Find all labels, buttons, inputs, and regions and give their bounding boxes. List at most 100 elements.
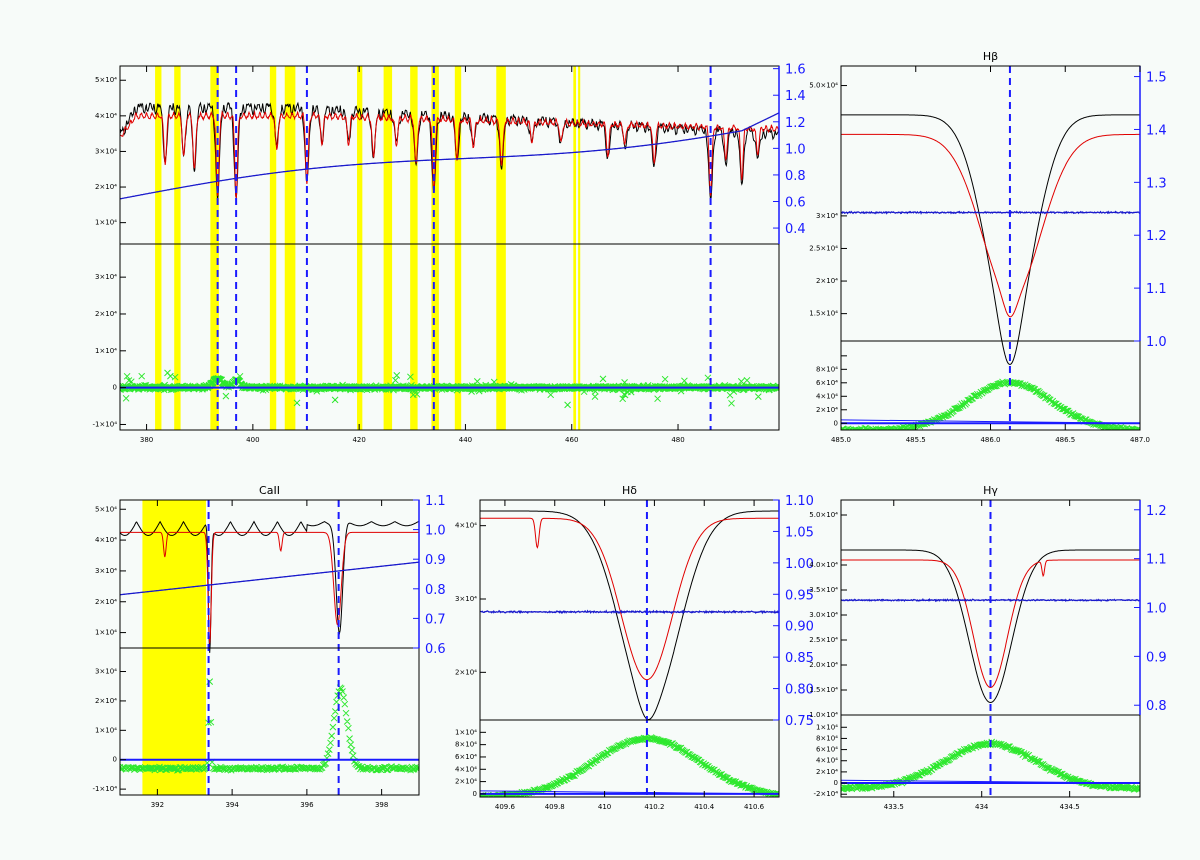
residual-y-tick-label: -1×10⁴: [92, 420, 117, 428]
continuum-ratio-line: [120, 112, 779, 200]
mask-band: [383, 66, 393, 430]
x-tick-label: 434: [975, 803, 989, 811]
y-tick-label: 2.5×10⁴: [809, 636, 838, 644]
x-tick-label: 409.6: [495, 803, 516, 811]
mask-band: [431, 66, 439, 430]
y-tick-label: 3.0×10⁴: [809, 611, 838, 619]
panel-hgamma: 433.5 434 434.5 1.0×10⁴ 1.5×10⁴ 2.0×10⁴ 2.5×10…: [809, 484, 1166, 811]
y-tick-label: 2×10⁴: [816, 277, 838, 285]
mask-band: [454, 66, 462, 430]
x-tick-label: 460: [565, 436, 578, 444]
right-tick-label: 1.4: [785, 89, 806, 104]
residual-y-tick-label: 4×10⁴: [816, 757, 838, 765]
right-tick-label: 0.9: [425, 553, 446, 568]
y-tick-label: 4×10⁴: [95, 112, 117, 120]
x-tick-label: 410.6: [744, 803, 765, 811]
panel-overview: 380 400 420 440 460 480 1×10⁴ 2×10⁴ 3×10⁴ 4×10⁴ 5×…: [92, 63, 805, 444]
residual-y-tick-label: 1×10⁴: [455, 728, 477, 736]
residual-markers: [480, 734, 779, 797]
observed-spectrum-line: [120, 520, 419, 653]
y-tick-label: 3×10⁴: [95, 567, 117, 575]
right-tick-label: 1.1: [1146, 553, 1167, 568]
right-tick-label: 0.7: [425, 612, 446, 627]
residual-y-tick-label: 8×10⁴: [816, 734, 838, 742]
right-tick-label: 0.80: [785, 683, 814, 698]
residual-y-tick-label: 2×10⁴: [816, 768, 838, 776]
residual-y-tick-label: 4×10⁴: [455, 765, 477, 773]
y-tick-label: 2×10⁴: [95, 183, 117, 191]
y-tick-label: 2×10⁴: [95, 598, 117, 606]
residual-markers: [120, 678, 419, 774]
right-tick-label: 0.8: [425, 583, 446, 598]
mask-band: [578, 66, 581, 430]
residual-y-tick-label: -1×10⁴: [92, 785, 117, 793]
plot-area-hbeta: [841, 66, 1140, 430]
residual-y-tick-label: 0: [473, 790, 477, 798]
x-tick-label: 394: [225, 801, 239, 809]
y-tick-label: 5.0×10⁴: [809, 82, 838, 90]
residual-y-tick-label: 0: [113, 756, 117, 764]
mask-band: [410, 66, 418, 430]
residual-y-tick-label: 2×10⁴: [816, 406, 838, 414]
right-tick-label: 1.6: [785, 63, 806, 78]
continuum-ratio-line: [120, 561, 419, 596]
x-tick-label: 396: [300, 801, 314, 809]
continuum-ratio-line: [841, 210, 1140, 215]
right-tick-label: 1.2: [785, 116, 806, 131]
mask-band: [269, 66, 277, 430]
y-tick-label: 1.5×10⁴: [809, 686, 838, 694]
right-tick-label: 1.10: [785, 494, 814, 509]
x-tick-label: 410.2: [644, 803, 664, 811]
residual-y-tick-label: 1×10⁴: [816, 723, 838, 731]
y-tick-label: 3×10⁴: [816, 212, 838, 220]
panel-title: Hβ: [983, 50, 998, 63]
residual-y-tick-label: 0: [834, 779, 838, 787]
y-tick-label: 4×10⁴: [95, 536, 117, 544]
residual-y-tick-label: 0: [834, 419, 838, 427]
right-tick-label: 0.6: [785, 195, 806, 210]
residual-y-tick-label: 6×10⁴: [455, 753, 477, 761]
right-tick-label: 1.0: [1146, 335, 1167, 350]
right-tick-label: 1.2: [1146, 504, 1167, 519]
x-tick-label: 380: [140, 436, 153, 444]
model-spectrum-line: [480, 517, 779, 681]
right-tick-label: 0.90: [785, 620, 814, 635]
residual-y-tick-label: 2×10⁴: [455, 778, 477, 786]
panel-hbeta: 485.0 485.5 486.0 486.5 487.0 1.5×10⁴ 2×10⁴ 2.5…: [809, 50, 1166, 444]
model-spectrum-line: [841, 559, 1140, 689]
y-tick-label: 2×10⁴: [455, 668, 477, 676]
mask-band: [496, 66, 506, 430]
residual-y-tick-label: 4×10⁴: [816, 392, 838, 400]
residual-y-tick-label: 3×10⁴: [95, 668, 117, 676]
residual-y-tick-label: 6×10⁴: [816, 379, 838, 387]
plot-area-hdelta: [480, 500, 779, 797]
model-spectrum-line: [841, 133, 1140, 318]
y-tick-label: 5×10⁴: [95, 76, 117, 84]
mask-band: [210, 66, 219, 430]
panel-frame: [840, 65, 1141, 431]
mask-band: [573, 66, 576, 430]
y-tick-label: 2.5×10⁴: [809, 244, 838, 252]
right-tick-label: 0.85: [785, 651, 814, 666]
residual-y-tick-label: 8×10⁴: [455, 741, 477, 749]
y-tick-label: 1×10⁴: [95, 629, 117, 637]
right-tick-label: 1.00: [785, 557, 814, 572]
panel-frame: [119, 65, 780, 431]
residual-y-tick-label: 8×10⁴: [816, 365, 838, 373]
x-tick-label: 420: [352, 436, 365, 444]
right-tick-label: 1.2: [1146, 229, 1167, 244]
panel-hdelta: 409.6 409.8 410 410.2 410.4 410.6 2×10⁴ 3×10⁴ 4×…: [455, 484, 814, 811]
y-tick-label: 3.5×10⁴: [809, 586, 838, 594]
x-tick-label: 480: [671, 436, 684, 444]
y-tick-label: 1.5×10⁴: [809, 310, 838, 318]
x-tick-label: 400: [246, 436, 259, 444]
continuum-ratio-line: [480, 609, 779, 615]
observed-spectrum-line: [480, 510, 779, 720]
y-tick-label: 2.0×10⁴: [809, 661, 838, 669]
right-tick-label: 1.0: [425, 524, 446, 539]
residual-y-tick-label: 1×10⁴: [95, 726, 117, 734]
observed-spectrum-line: [120, 101, 779, 200]
y-tick-label: 5.0×10⁴: [809, 511, 838, 519]
right-tick-label: 0.8: [1146, 699, 1167, 714]
